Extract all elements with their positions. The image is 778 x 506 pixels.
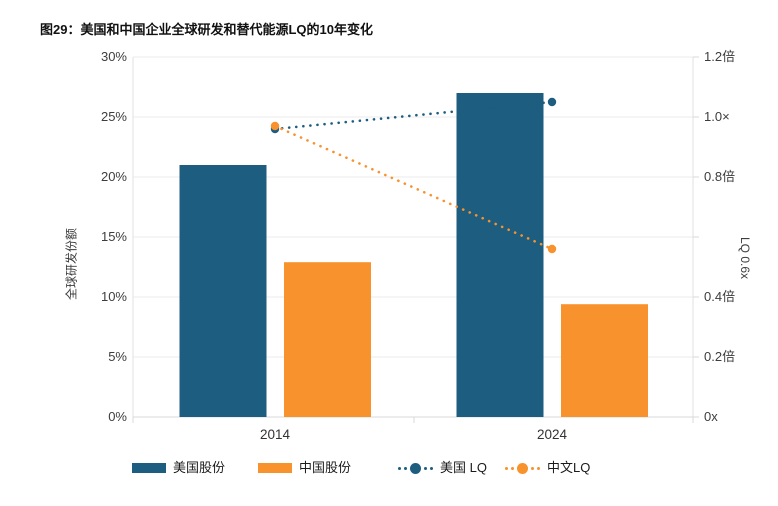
x-axis-label-2014: 2014	[259, 427, 291, 442]
lq-marker-中文LQ-2014	[270, 121, 280, 131]
us-share-swatch	[132, 463, 166, 473]
bar-美国股份-2024	[456, 93, 544, 417]
right-axis-tick: 0.8倍	[704, 169, 736, 184]
lq-marker-美国 LQ-2024	[547, 97, 557, 107]
right-axis-tick: 1.0×	[704, 109, 730, 124]
lq-line-中文LQ	[273, 124, 554, 251]
left-axis-tick: 5%	[108, 349, 127, 364]
x-axis-label-2024: 2024	[536, 427, 568, 442]
bar-中国股份-2024	[561, 304, 648, 417]
plot-area	[132, 56, 699, 423]
right-axis-tick: 1.2倍	[704, 49, 736, 64]
legend-item-china-share: 中国股份	[258, 461, 351, 475]
right-axis-tick: 0x	[704, 409, 718, 424]
left-axis-tick: 15%	[100, 229, 127, 244]
legend-label: 美国股份	[173, 460, 226, 475]
china-share-swatch	[258, 463, 292, 473]
chart-title: 图29：美国和中国企业全球研发和替代能源LQ的10年变化	[40, 22, 373, 37]
lq-marker-中文LQ-2024	[547, 244, 557, 254]
dotted-line-marker-icon	[505, 462, 540, 474]
legend-label: 中国股份	[299, 460, 352, 475]
right-axis-title: LQ 0.6x	[738, 236, 752, 280]
legend-item-us-lq: 美国 LQ	[398, 461, 487, 475]
legend-item-us-share: 美国股份	[132, 461, 225, 475]
dotted-line-marker-icon	[398, 462, 433, 474]
right-axis-tick: 0.4倍	[704, 289, 736, 304]
right-axis-tick: 0.2倍	[704, 349, 736, 364]
bar-中国股份-2014	[284, 262, 371, 417]
legend-label: 中文LQ	[547, 460, 591, 475]
legend-item-china-lq: 中文LQ	[505, 461, 590, 475]
left-axis-tick: 30%	[100, 49, 127, 64]
left-axis-title: 全球研发份额	[64, 227, 79, 301]
bar-美国股份-2014	[179, 165, 267, 417]
legend-label: 美国 LQ	[440, 460, 487, 475]
left-axis-tick: 25%	[100, 109, 127, 124]
left-axis-tick: 20%	[100, 169, 127, 184]
left-axis-tick: 0%	[108, 409, 127, 424]
left-axis-tick: 10%	[100, 289, 127, 304]
